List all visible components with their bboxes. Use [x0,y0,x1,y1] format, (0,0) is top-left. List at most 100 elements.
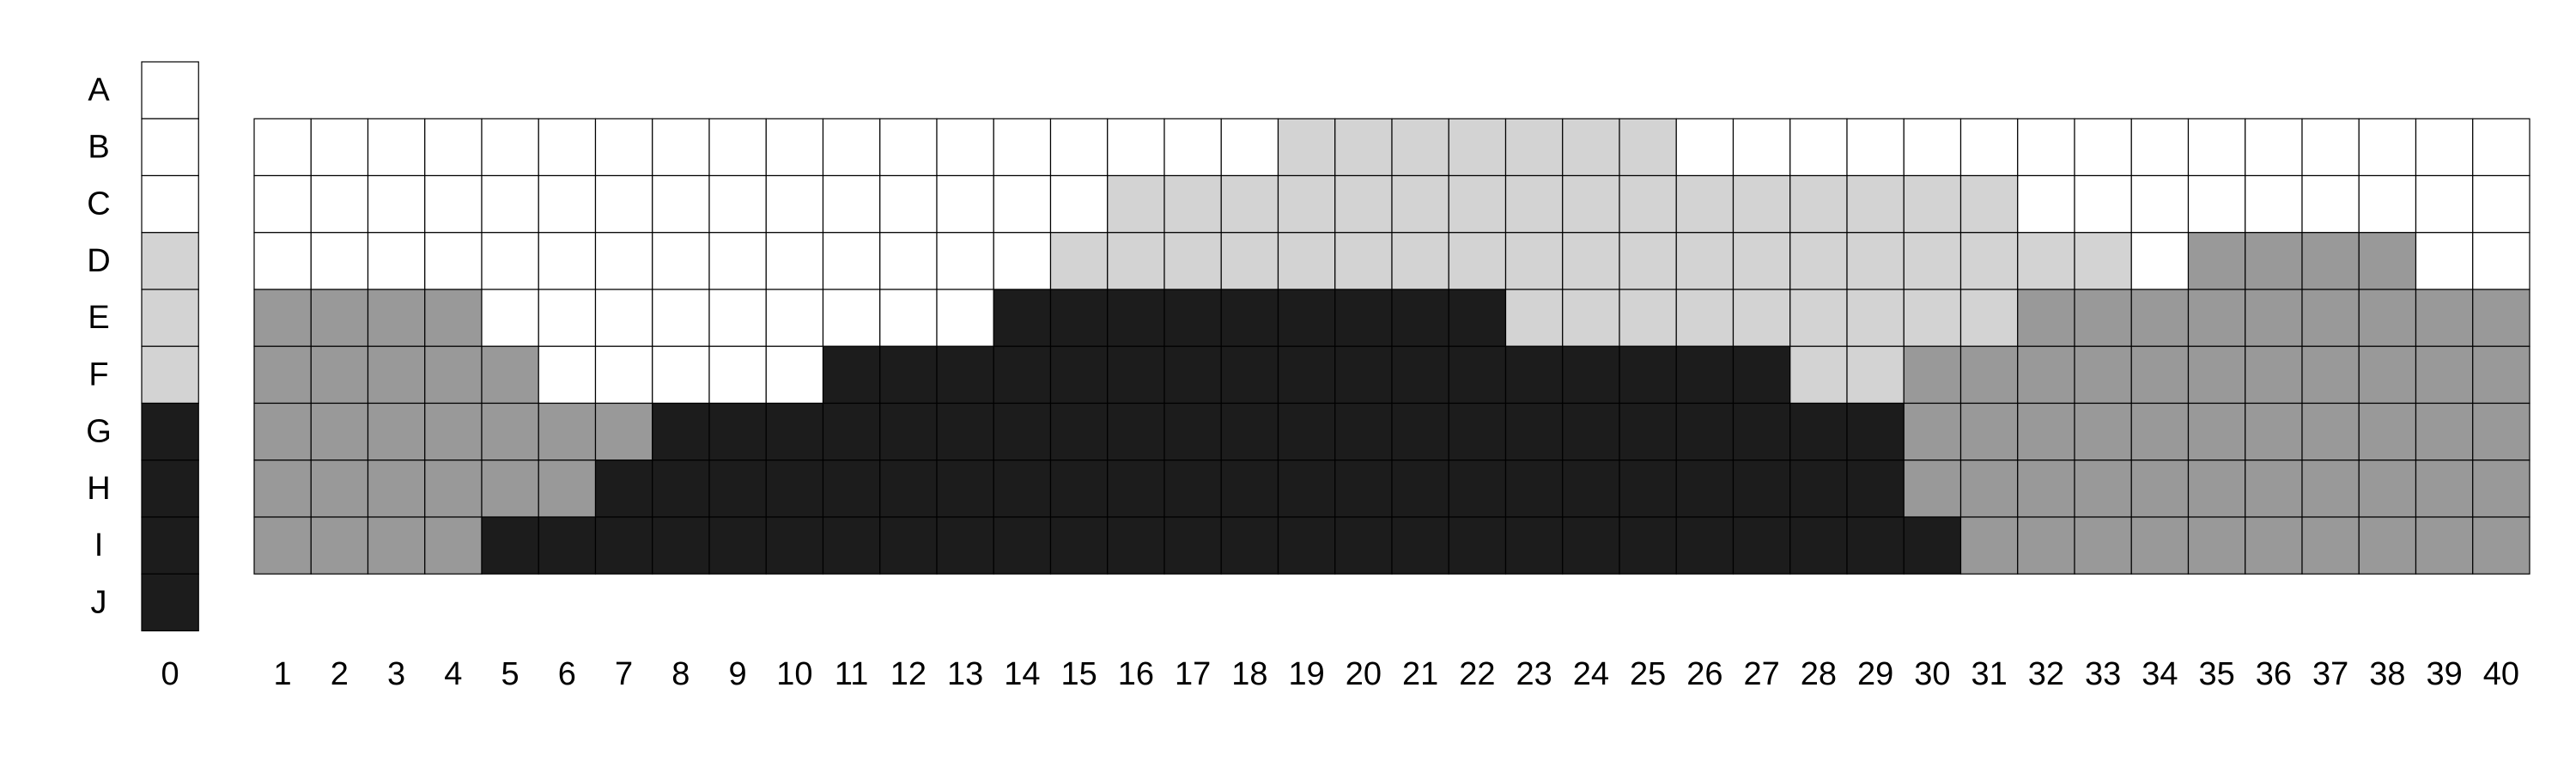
column-label-25: 25 [1630,656,1666,692]
cell-D-19 [1277,232,1336,290]
cell-F-12 [879,345,938,405]
cell-G-7 [594,402,653,461]
cell-F-25 [1619,345,1677,405]
cell-F-38 [2358,345,2417,405]
column-label-32: 32 [2028,656,2064,692]
cell-F-40 [2472,345,2530,405]
cell-G-37 [2301,402,2360,461]
cell-H-31 [1959,460,2019,518]
cell-C-3 [367,174,426,234]
cell-F-22 [1448,345,1507,405]
column-label-13: 13 [947,656,983,692]
column-label-9: 9 [729,656,747,692]
cell-F-6 [538,345,597,405]
cell-D-28 [1789,232,1848,290]
cell-B-4 [424,118,483,177]
key-cell-A [141,61,199,119]
cell-I-8 [652,516,710,575]
cell-F-4 [424,345,483,405]
cell-D-29 [1846,232,1905,290]
cell-I-39 [2415,516,2474,575]
cell-C-37 [2301,174,2360,234]
column-label-31: 31 [1971,656,2007,692]
cell-I-23 [1504,516,1564,575]
cell-F-1 [253,345,312,405]
cell-B-19 [1277,118,1336,177]
cell-E-31 [1959,289,2019,347]
cell-D-40 [2472,232,2530,290]
column-label-11: 11 [835,656,868,692]
cell-F-10 [765,345,824,405]
key-cell-J [141,573,199,632]
cell-G-16 [1107,402,1165,461]
cell-I-3 [367,516,426,575]
cell-C-15 [1049,174,1109,234]
column-label-24: 24 [1573,656,1609,692]
cell-I-31 [1959,516,2019,575]
cell-C-21 [1391,174,1449,234]
column-label-29: 29 [1857,656,1893,692]
cell-F-34 [2130,345,2190,405]
cell-E-33 [2074,289,2132,347]
cell-I-1 [253,516,312,575]
column-label-22: 22 [1459,656,1495,692]
cell-B-37 [2301,118,2360,177]
cell-H-11 [822,460,881,518]
cell-I-20 [1334,516,1393,575]
cell-G-35 [2187,402,2246,461]
cell-H-30 [1903,460,1962,518]
cell-F-5 [481,345,539,405]
cell-H-33 [2074,460,2132,518]
cell-D-10 [765,232,824,290]
cell-G-39 [2415,402,2474,461]
cell-G-20 [1334,402,1393,461]
cell-H-35 [2187,460,2246,518]
cell-C-23 [1504,174,1564,234]
cell-D-30 [1903,232,1962,290]
cell-F-8 [652,345,710,405]
cell-C-33 [2074,174,2132,234]
cell-G-19 [1277,402,1336,461]
column-label-33: 33 [2085,656,2121,692]
column-label-30: 30 [1914,656,1950,692]
column-label-18: 18 [1231,656,1267,692]
column-label-37: 37 [2312,656,2348,692]
cell-H-27 [1732,460,1791,518]
cell-D-7 [594,232,653,290]
cell-D-22 [1448,232,1507,290]
cell-I-35 [2187,516,2246,575]
cell-I-30 [1903,516,1962,575]
cell-G-23 [1504,402,1564,461]
cell-G-9 [708,402,767,461]
cell-C-28 [1789,174,1848,234]
column-label-34: 34 [2142,656,2178,692]
cell-I-22 [1448,516,1507,575]
cell-B-21 [1391,118,1449,177]
cell-B-23 [1504,118,1564,177]
cell-C-12 [879,174,938,234]
cell-E-7 [594,289,653,347]
cell-C-9 [708,174,767,234]
cell-E-8 [652,289,710,347]
cell-D-24 [1562,232,1620,290]
cell-C-1 [253,174,312,234]
cell-D-25 [1619,232,1677,290]
row-label-E: E [88,300,109,336]
cell-B-34 [2130,118,2190,177]
cell-B-24 [1562,118,1620,177]
cell-F-28 [1789,345,1848,405]
column-label-38: 38 [2369,656,2405,692]
cell-D-31 [1959,232,2019,290]
cell-C-32 [2017,174,2075,234]
cell-D-34 [2130,232,2190,290]
cell-G-25 [1619,402,1677,461]
cell-I-18 [1220,516,1279,575]
cell-F-30 [1903,345,1962,405]
cell-I-11 [822,516,881,575]
cell-C-18 [1220,174,1279,234]
cell-B-14 [993,118,1052,177]
cell-H-18 [1220,460,1279,518]
cell-F-23 [1504,345,1564,405]
cell-I-24 [1562,516,1620,575]
cell-F-3 [367,345,426,405]
